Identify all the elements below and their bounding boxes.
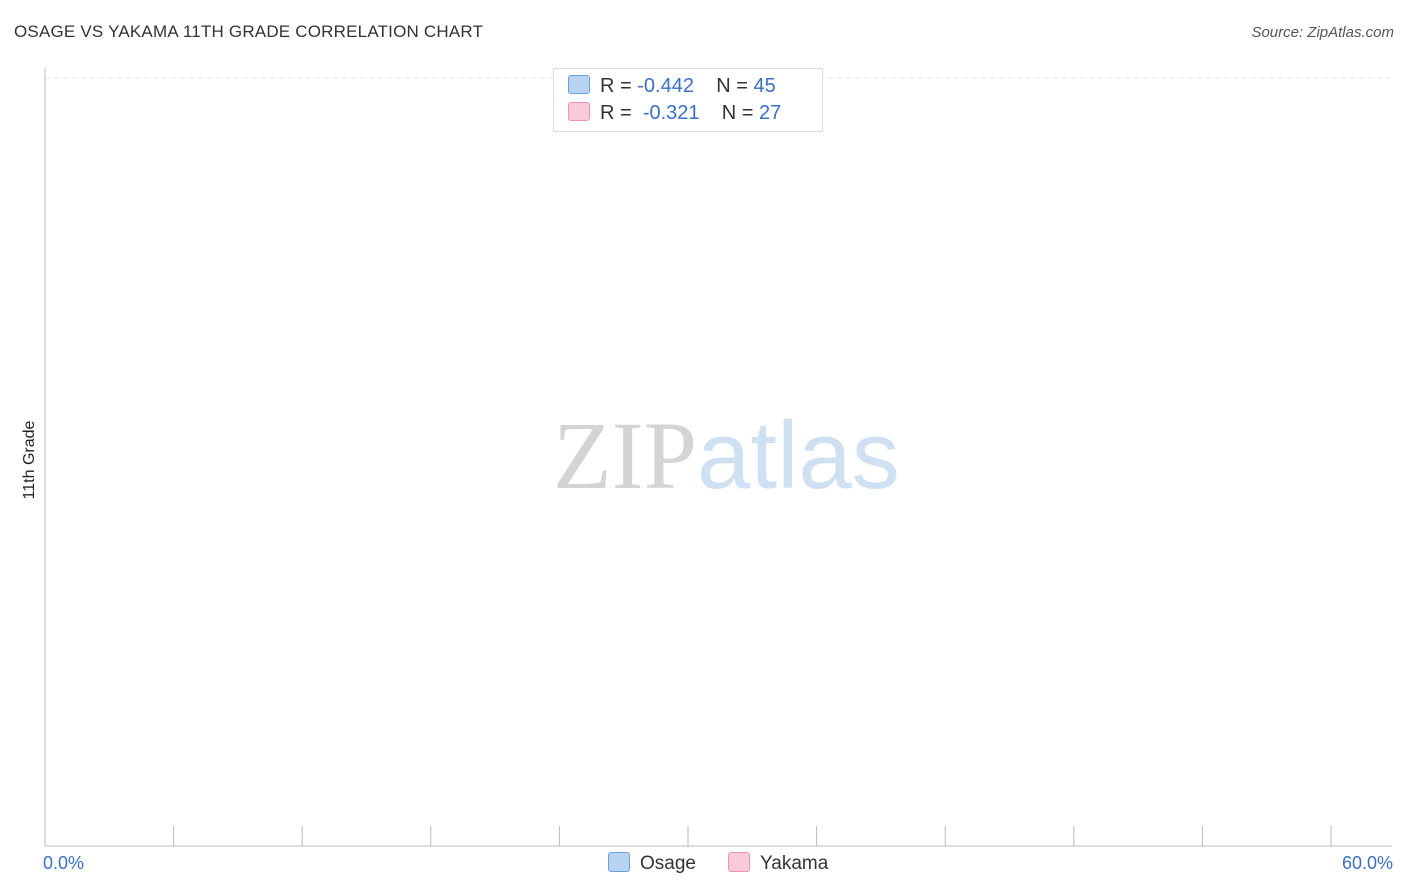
series-legend: Osage Yakama xyxy=(0,852,1406,878)
stats-row-yakama: R = -0.321 N = 27 xyxy=(568,102,781,126)
legend-label-yakama: Yakama xyxy=(760,853,829,874)
legend-swatch-yakama xyxy=(728,852,750,872)
osage-r-label: R = xyxy=(600,75,632,97)
yakama-n-value: 27 xyxy=(759,102,782,124)
watermark-zip: ZIP xyxy=(553,402,697,509)
legend-label-osage: Osage xyxy=(640,853,696,874)
stats-row-osage: R = -0.442 N = 45 xyxy=(568,75,776,99)
legend-swatch-osage xyxy=(608,852,630,872)
legend-item-osage: Osage xyxy=(608,852,696,875)
x-tick-label: 0.0% xyxy=(43,853,84,873)
legend-item-yakama: Yakama xyxy=(728,852,828,875)
watermark-atlas: atlas xyxy=(697,402,900,509)
yakama-r-value: -0.321 xyxy=(642,102,700,124)
source-credit: Source: ZipAtlas.com xyxy=(1251,24,1394,41)
osage-n-value: 45 xyxy=(753,75,776,97)
osage-swatch xyxy=(568,75,590,94)
stats-legend: R = -0.442 N = 45 R = -0.321 N = 27 xyxy=(553,68,823,132)
yakama-r-label: R = xyxy=(600,102,632,124)
yakama-n-label: N = xyxy=(721,102,754,124)
x-tick-label: 60.0% xyxy=(1342,853,1393,873)
watermark: ZIPatlas xyxy=(553,400,900,511)
yakama-swatch xyxy=(568,102,590,121)
osage-n-label: N = xyxy=(716,75,748,97)
osage-r-value: -0.442 xyxy=(637,75,694,97)
chart-title: OSAGE VS YAKAMA 11TH GRADE CORRELATION C… xyxy=(14,22,484,41)
